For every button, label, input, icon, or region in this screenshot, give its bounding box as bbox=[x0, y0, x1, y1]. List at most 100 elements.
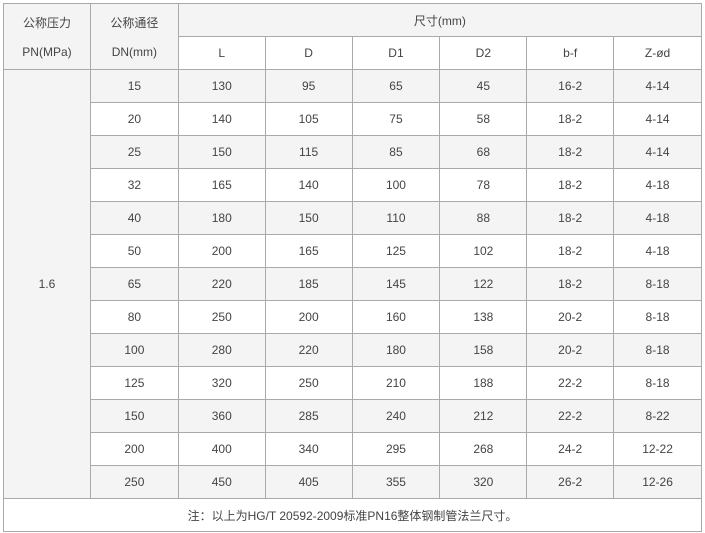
table-cell: 180 bbox=[351, 333, 441, 367]
table-cell: 32 bbox=[89, 168, 179, 202]
table-cell: 140 bbox=[264, 168, 353, 202]
table-row: 32 165 140 100 78 18-2 4-18 bbox=[4, 168, 702, 202]
column-header-b-f: b-f bbox=[526, 36, 615, 70]
table-cell: 4-14 bbox=[613, 102, 702, 136]
table-cell: 138 bbox=[439, 300, 528, 334]
table-cell: 220 bbox=[264, 333, 353, 367]
table-cell: 250 bbox=[264, 366, 353, 400]
table-cell: 22-2 bbox=[526, 366, 615, 400]
table-cell: 130 bbox=[177, 69, 266, 103]
table-cell: 250 bbox=[89, 465, 179, 499]
table-cell: 150 bbox=[264, 201, 353, 235]
table-cell: 4-14 bbox=[613, 135, 702, 169]
note-text: 注：以上为HG/T 20592-2009标准PN16整体钢制管法兰尺寸。 bbox=[3, 498, 702, 532]
table-cell: 295 bbox=[351, 432, 441, 466]
table-cell: 450 bbox=[177, 465, 266, 499]
table-cell: 102 bbox=[439, 234, 528, 268]
table-row: 40 180 150 110 88 18-2 4-18 bbox=[4, 201, 702, 235]
table-cell: 200 bbox=[264, 300, 353, 334]
table-row: 1.6 15 130 95 65 45 16-2 4-14 bbox=[3, 69, 702, 499]
diameter-unit: DN(mm) bbox=[111, 45, 158, 59]
table-cell: 125 bbox=[89, 366, 179, 400]
table-cell: 80 bbox=[89, 300, 179, 334]
table-cell: 200 bbox=[89, 432, 179, 466]
table-cell: 18-2 bbox=[526, 201, 615, 235]
table-cell: 18-2 bbox=[526, 168, 615, 202]
diameter-label: 公称通径 bbox=[110, 16, 159, 30]
table-row: 100 280 220 180 158 20-2 8-18 bbox=[4, 333, 702, 367]
table-cell: 165 bbox=[177, 168, 266, 202]
table-cell: 68 bbox=[439, 135, 528, 169]
table-cell: 320 bbox=[439, 465, 528, 499]
table-cell: 85 bbox=[351, 135, 441, 169]
header-row-1: 公称压力 PN(MPa) 公称通径 DN(mm) 尺寸(mm) bbox=[3, 3, 703, 70]
table-cell: 22-2 bbox=[526, 399, 615, 433]
column-header-l: L bbox=[177, 36, 266, 70]
table-cell: 355 bbox=[351, 465, 441, 499]
table-cell: 95 bbox=[264, 69, 353, 103]
table-cell: 220 bbox=[177, 267, 266, 301]
table-cell: 20-2 bbox=[526, 300, 615, 334]
table-cell: 12-22 bbox=[613, 432, 702, 466]
table-cell: 100 bbox=[89, 333, 179, 367]
pressure-label: 公称压力 bbox=[22, 16, 71, 30]
pressure-header: 公称压力 PN(MPa) bbox=[3, 3, 91, 70]
table-cell: 8-18 bbox=[613, 333, 702, 367]
table-cell: 110 bbox=[351, 201, 441, 235]
table-cell: 12-26 bbox=[613, 465, 702, 499]
flange-dimension-table: 公称压力 PN(MPa) 公称通径 DN(mm) 尺寸(mm) L D D1 D2 b-… bbox=[3, 3, 703, 532]
table-cell: 150 bbox=[89, 399, 179, 433]
table-cell: 160 bbox=[351, 300, 441, 334]
note-row: 注：以上为HG/T 20592-2009标准PN16整体钢制管法兰尺寸。 bbox=[3, 498, 702, 532]
dimensions-header: 尺寸(mm) bbox=[177, 3, 703, 37]
table-cell: 15 bbox=[89, 69, 179, 103]
table-cell: 8-18 bbox=[613, 267, 702, 301]
header-row-2: L D D1 D2 b-f Z-ød bbox=[4, 36, 702, 70]
table-cell: 65 bbox=[89, 267, 179, 301]
table-cell: 122 bbox=[439, 267, 528, 301]
diameter-header: 公称通径 DN(mm) bbox=[89, 3, 179, 70]
table-cell: 4-18 bbox=[613, 168, 702, 202]
table-cell: 75 bbox=[351, 102, 441, 136]
table-cell: 20 bbox=[89, 102, 179, 136]
table-cell: 18-2 bbox=[526, 102, 615, 136]
table-cell: 405 bbox=[264, 465, 353, 499]
table-cell: 250 bbox=[177, 300, 266, 334]
table-cell: 150 bbox=[177, 135, 266, 169]
table-cell: 65 bbox=[351, 69, 441, 103]
table-cell: 105 bbox=[264, 102, 353, 136]
table-cell: 400 bbox=[177, 432, 266, 466]
table-cell: 8-18 bbox=[613, 300, 702, 334]
column-header-d2: D2 bbox=[439, 36, 528, 70]
table-cell: 18-2 bbox=[526, 135, 615, 169]
table-cell: 25 bbox=[89, 135, 179, 169]
table-cell: 185 bbox=[264, 267, 353, 301]
column-header-d1: D1 bbox=[351, 36, 441, 70]
table-cell: 212 bbox=[439, 399, 528, 433]
table-cell: 4-18 bbox=[613, 201, 702, 235]
table-row: 50 200 165 125 102 18-2 4-18 bbox=[4, 234, 702, 268]
table-cell: 4-14 bbox=[613, 69, 702, 103]
table-cell: 115 bbox=[264, 135, 353, 169]
table-cell: 40 bbox=[89, 201, 179, 235]
table-cell: 280 bbox=[177, 333, 266, 367]
table-cell: 360 bbox=[177, 399, 266, 433]
table-cell: 18-2 bbox=[526, 234, 615, 268]
table-cell: 20-2 bbox=[526, 333, 615, 367]
table-row: 20 140 105 75 58 18-2 4-14 bbox=[4, 102, 702, 136]
table-cell: 125 bbox=[351, 234, 441, 268]
table-cell: 100 bbox=[351, 168, 441, 202]
table-cell: 24-2 bbox=[526, 432, 615, 466]
column-header-z-d: Z-ød bbox=[613, 36, 702, 70]
table-cell: 340 bbox=[264, 432, 353, 466]
table-cell: 4-18 bbox=[613, 234, 702, 268]
table-row: 125 320 250 210 188 22-2 8-18 bbox=[4, 366, 702, 400]
table-row: 150 360 285 240 212 22-2 8-22 bbox=[4, 399, 702, 433]
pressure-value: 1.6 bbox=[3, 69, 91, 499]
table-cell: 18-2 bbox=[526, 267, 615, 301]
table-cell: 140 bbox=[177, 102, 266, 136]
table-row: 25 150 115 85 68 18-2 4-14 bbox=[4, 135, 702, 169]
table-row: 80 250 200 160 138 20-2 8-18 bbox=[4, 300, 702, 334]
table-cell: 145 bbox=[351, 267, 441, 301]
table-row: 250 450 405 355 320 26-2 12-26 bbox=[4, 465, 702, 499]
